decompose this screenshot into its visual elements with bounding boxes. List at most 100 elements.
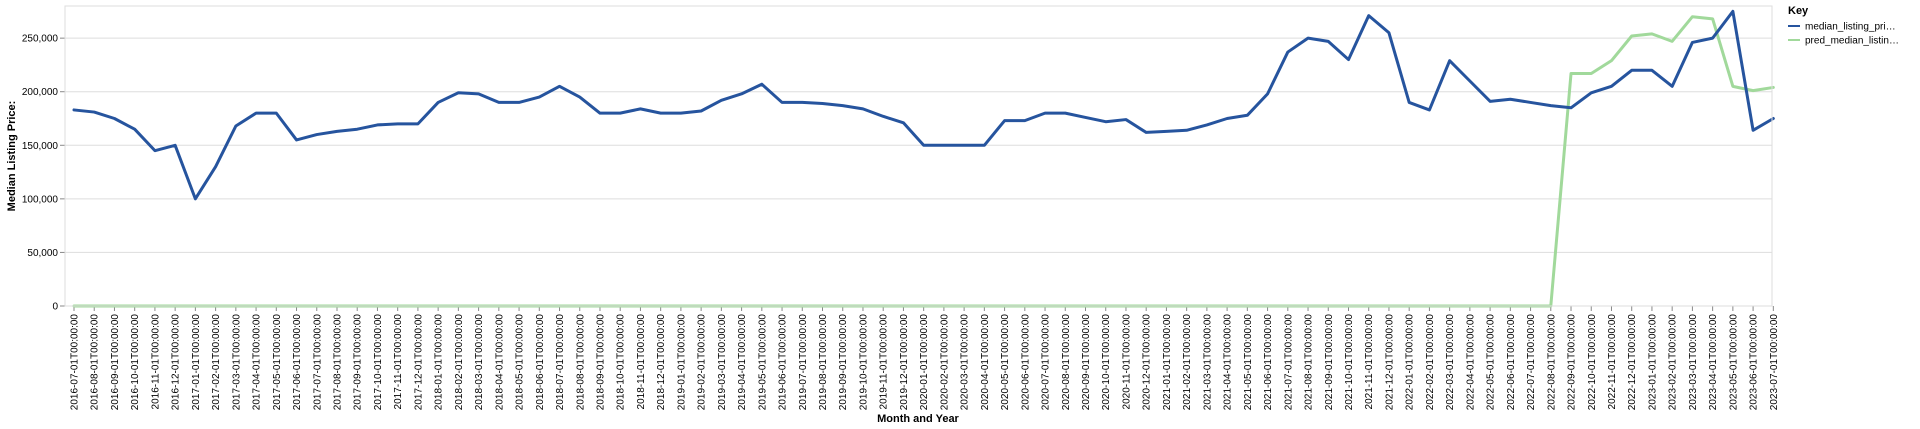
x-tick-label: 2021-06-01T00:00:00: [1263, 314, 1274, 411]
x-tick-label: 2019-07-01T00:00:00: [798, 314, 809, 411]
x-tick-label: 2020-02-01T00:00:00: [939, 314, 950, 411]
x-tick-label: 2022-08-01T00:00:00: [1546, 314, 1557, 411]
x-tick-label: 2019-05-01T00:00:00: [757, 314, 768, 411]
x-tick-label: 2022-12-01T00:00:00: [1627, 314, 1638, 411]
x-tick-label: 2019-02-01T00:00:00: [697, 314, 708, 411]
x-tick-label: 2019-11-01T00:00:00: [879, 314, 890, 410]
x-tick-label: 2018-09-01T00:00:00: [595, 314, 606, 411]
x-tick-label: 2019-10-01T00:00:00: [858, 314, 869, 411]
x-tick-label: 2021-02-01T00:00:00: [1182, 314, 1193, 411]
x-tick-label: 2017-12-01T00:00:00: [413, 314, 424, 411]
legend-label-median-listing-price: median_listing_pri…: [1805, 22, 1896, 33]
x-tick-label: 2017-07-01T00:00:00: [312, 314, 323, 411]
legend-entry: pred_median_listin…: [1788, 36, 1899, 47]
x-tick-label: 2022-01-01T00:00:00: [1405, 314, 1416, 411]
x-tick-label: 2017-11-01T00:00:00: [393, 314, 404, 410]
x-tick-label: 2019-03-01T00:00:00: [717, 314, 728, 411]
x-tick-label: 2020-12-01T00:00:00: [1142, 314, 1153, 411]
x-tick-label: 2023-06-01T00:00:00: [1749, 314, 1760, 411]
x-tick-label: 2017-10-01T00:00:00: [373, 314, 384, 411]
x-tick-label: 2018-03-01T00:00:00: [474, 314, 485, 411]
x-tick-label: 2023-02-01T00:00:00: [1668, 314, 1679, 411]
legend: Key median_listing_pri… pred_median_list…: [1788, 5, 1899, 47]
x-tick-label: 2022-05-01T00:00:00: [1486, 314, 1497, 411]
x-tick-label: 2023-07-01T00:00:00: [1769, 314, 1780, 411]
x-tick-label: 2016-07-01T00:00:00: [70, 314, 81, 411]
x-tick-label: 2017-09-01T00:00:00: [353, 314, 364, 411]
x-tick-label: 2019-09-01T00:00:00: [838, 314, 849, 411]
x-tick-label: 2022-02-01T00:00:00: [1425, 314, 1436, 411]
x-tick-label: 2018-02-01T00:00:00: [454, 314, 465, 411]
y-tick-label: 50,000: [27, 248, 58, 259]
x-tick-label: 2020-01-01T00:00:00: [919, 314, 930, 411]
x-tick-label: 2016-11-01T00:00:00: [150, 314, 161, 410]
x-tick-label: 2017-04-01T00:00:00: [252, 314, 263, 411]
x-tick-label: 2021-07-01T00:00:00: [1283, 314, 1294, 411]
x-tick-label: 2019-12-01T00:00:00: [899, 314, 910, 411]
x-tick-label: 2023-01-01T00:00:00: [1647, 314, 1658, 411]
y-tick-label: 100,000: [22, 194, 59, 205]
x-tick-label: 2022-11-01T00:00:00: [1607, 314, 1618, 410]
x-tick-label: 2018-12-01T00:00:00: [656, 314, 667, 411]
x-tick-label: 2022-04-01T00:00:00: [1465, 314, 1476, 411]
x-tick-label: 2021-03-01T00:00:00: [1202, 314, 1213, 411]
x-tick-label: 2021-04-01T00:00:00: [1223, 314, 1234, 411]
x-tick-label: 2018-04-01T00:00:00: [494, 314, 505, 411]
x-tick-label: 2021-08-01T00:00:00: [1304, 314, 1315, 411]
x-tick-label: 2023-04-01T00:00:00: [1708, 314, 1719, 411]
x-tick-label: 2020-11-01T00:00:00: [1121, 314, 1132, 410]
x-tick-label: 2020-07-01T00:00:00: [1041, 314, 1052, 411]
x-tick-label: 2019-08-01T00:00:00: [818, 314, 829, 411]
x-axis: 2016-07-01T00:00:00 2016-08-01T00:00:00 20…: [65, 305, 1780, 411]
x-axis-title: Month and Year: [877, 413, 959, 425]
y-tick-label: 150,000: [22, 141, 59, 152]
x-tick-label: 2020-08-01T00:00:00: [1061, 314, 1072, 411]
x-tick-label: 2021-05-01T00:00:00: [1243, 314, 1254, 411]
x-tick-label: 2017-08-01T00:00:00: [332, 314, 343, 411]
x-tick-label: 2018-05-01T00:00:00: [515, 314, 526, 411]
x-tick-label: 2020-05-01T00:00:00: [1000, 314, 1011, 411]
x-tick-label: 2020-04-01T00:00:00: [980, 314, 991, 411]
x-tick-label: 2016-08-01T00:00:00: [90, 314, 101, 411]
x-tick-label: 2017-03-01T00:00:00: [231, 314, 242, 411]
x-tick-label: 2017-05-01T00:00:00: [272, 314, 283, 411]
x-tick-label: 2019-01-01T00:00:00: [676, 314, 687, 411]
x-tick-label: 2020-10-01T00:00:00: [1101, 314, 1112, 411]
x-tick-label: 2023-05-01T00:00:00: [1728, 314, 1739, 411]
x-tick-label: 2017-02-01T00:00:00: [211, 314, 222, 411]
legend-entry: median_listing_pri…: [1788, 22, 1896, 33]
x-tick-label: 2019-06-01T00:00:00: [778, 314, 789, 411]
y-axis-title: Median Listing Price:: [6, 101, 18, 212]
x-tick-label: 2018-07-01T00:00:00: [555, 314, 566, 411]
y-tick-label: 200,000: [22, 87, 59, 98]
x-tick-label: 2020-03-01T00:00:00: [960, 314, 971, 411]
y-tick-label: 0: [52, 302, 58, 313]
x-tick-label: 2019-04-01T00:00:00: [737, 314, 748, 411]
legend-label-pred-median-listing-price: pred_median_listin…: [1805, 36, 1899, 47]
x-tick-label: 2022-06-01T00:00:00: [1506, 314, 1517, 411]
plot-frame: [64, 5, 1773, 307]
x-tick-label: 2021-12-01T00:00:00: [1384, 314, 1395, 411]
x-tick-label: 2022-03-01T00:00:00: [1445, 314, 1456, 411]
series-line-median-listing-price: [72, 9, 1775, 201]
x-tick-label: 2020-06-01T00:00:00: [1020, 314, 1031, 411]
x-tick-label: 2018-01-01T00:00:00: [434, 314, 445, 411]
legend-title: Key: [1788, 5, 1809, 17]
x-tick-label: 2018-10-01T00:00:00: [616, 314, 627, 411]
x-tick-label: 2018-06-01T00:00:00: [535, 314, 546, 411]
x-tick-label: 2021-11-01T00:00:00: [1364, 314, 1375, 410]
x-tick-label: 2017-06-01T00:00:00: [292, 314, 303, 411]
x-tick-label: 2021-09-01T00:00:00: [1324, 314, 1335, 411]
x-tick-label: 2016-09-01T00:00:00: [110, 314, 121, 411]
x-tick-label: 2022-07-01T00:00:00: [1526, 314, 1537, 411]
x-tick-label: 2016-10-01T00:00:00: [130, 314, 141, 411]
x-tick-label: 2021-10-01T00:00:00: [1344, 314, 1355, 411]
x-tick-label: 2022-09-01T00:00:00: [1567, 314, 1578, 411]
x-tick-label: 2021-01-01T00:00:00: [1162, 314, 1173, 411]
x-tick-label: 2020-09-01T00:00:00: [1081, 314, 1092, 411]
x-tick-label: 2017-01-01T00:00:00: [191, 314, 202, 411]
x-tick-label: 2016-12-01T00:00:00: [171, 314, 182, 411]
x-tick-label: 2022-10-01T00:00:00: [1587, 314, 1598, 411]
